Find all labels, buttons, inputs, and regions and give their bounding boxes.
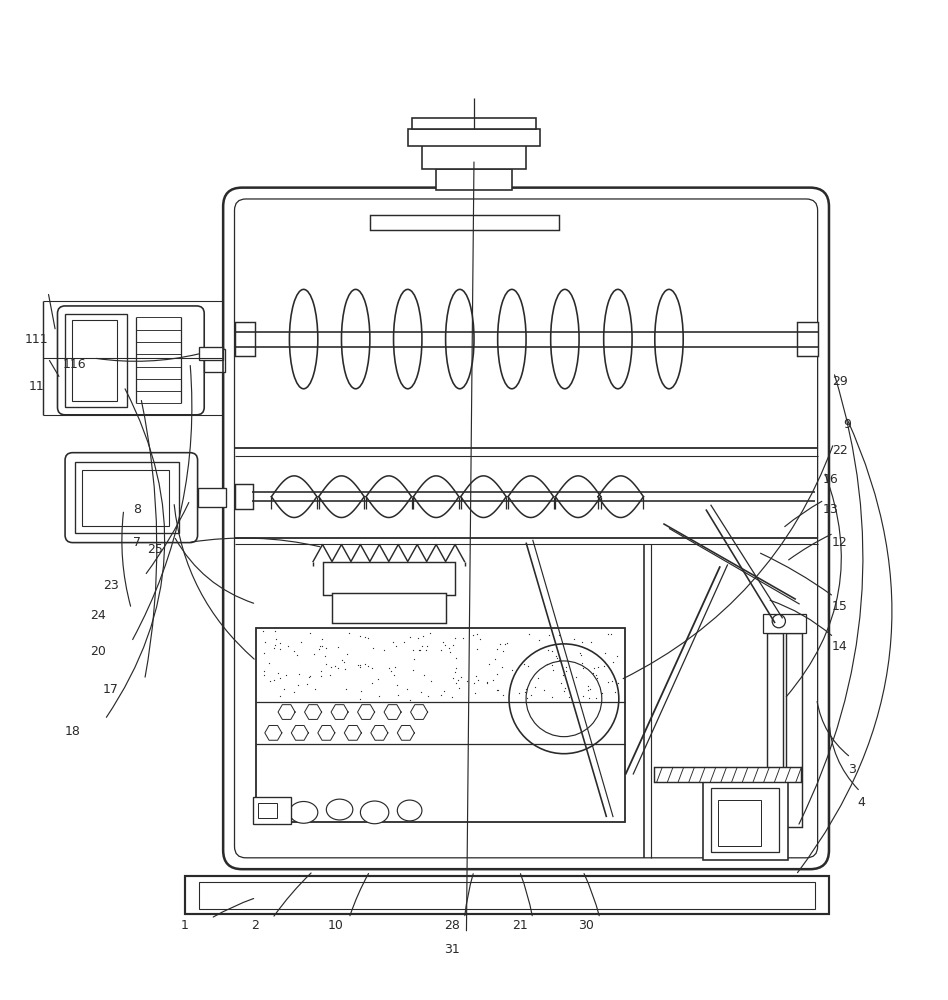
Bar (253, 797, 291, 824)
FancyBboxPatch shape (223, 188, 829, 869)
Ellipse shape (551, 289, 579, 389)
Bar (199, 882, 814, 909)
Bar (787, 633, 801, 827)
Bar (256, 628, 626, 822)
FancyBboxPatch shape (65, 453, 197, 543)
Text: 1: 1 (180, 919, 189, 932)
Bar (436, 169, 512, 190)
Text: 8: 8 (134, 503, 141, 516)
Text: 30: 30 (578, 919, 594, 932)
Text: 23: 23 (103, 579, 118, 592)
Ellipse shape (393, 289, 422, 389)
Bar (234, 484, 253, 509)
Text: 25: 25 (148, 543, 163, 556)
Text: 2: 2 (251, 919, 260, 932)
Text: 116: 116 (63, 358, 86, 371)
Bar (82, 470, 169, 526)
Ellipse shape (498, 289, 526, 389)
Text: 111: 111 (25, 333, 48, 346)
Bar (258, 803, 277, 818)
Text: 12: 12 (831, 536, 848, 549)
Text: 4: 4 (857, 796, 866, 809)
Bar (204, 349, 225, 372)
Text: 31: 31 (444, 943, 460, 956)
Bar (332, 593, 446, 623)
Ellipse shape (655, 289, 684, 389)
Circle shape (773, 615, 786, 628)
Bar (408, 129, 540, 146)
Ellipse shape (259, 800, 282, 821)
FancyBboxPatch shape (234, 199, 817, 858)
Ellipse shape (341, 289, 370, 389)
Circle shape (509, 644, 619, 754)
Text: 13: 13 (822, 503, 838, 516)
Bar (768, 633, 783, 827)
Text: 14: 14 (831, 640, 848, 653)
Ellipse shape (604, 289, 632, 389)
Bar (422, 145, 526, 169)
Bar (797, 322, 817, 356)
Bar (65, 314, 127, 407)
Ellipse shape (326, 799, 353, 820)
Text: 22: 22 (831, 444, 848, 457)
Text: 20: 20 (91, 645, 106, 658)
Bar (197, 488, 226, 507)
FancyBboxPatch shape (58, 306, 204, 415)
Bar (185, 876, 829, 914)
Text: 7: 7 (134, 536, 141, 549)
Ellipse shape (289, 289, 318, 389)
Bar (412, 118, 536, 129)
Bar (234, 322, 255, 356)
Text: 21: 21 (512, 919, 528, 932)
Bar (75, 462, 178, 533)
Bar (703, 776, 789, 860)
Text: 24: 24 (91, 609, 106, 622)
Bar (72, 320, 118, 401)
Circle shape (526, 661, 602, 737)
Text: 10: 10 (327, 919, 343, 932)
Text: 28: 28 (444, 919, 460, 932)
Ellipse shape (446, 289, 474, 389)
Bar (654, 767, 800, 782)
Bar (322, 562, 455, 595)
Bar (719, 800, 761, 846)
Ellipse shape (397, 800, 422, 821)
Bar (370, 215, 559, 230)
Text: 17: 17 (103, 683, 118, 696)
Text: 9: 9 (843, 418, 851, 431)
Ellipse shape (289, 801, 318, 823)
Text: 15: 15 (831, 600, 848, 613)
Text: 3: 3 (848, 763, 856, 776)
Text: 11: 11 (29, 380, 45, 393)
Bar (711, 788, 779, 852)
Ellipse shape (360, 801, 389, 824)
Text: 18: 18 (65, 725, 81, 738)
Bar (763, 614, 806, 633)
Text: 16: 16 (822, 473, 838, 486)
Text: 29: 29 (831, 375, 848, 388)
Bar (199, 347, 223, 360)
